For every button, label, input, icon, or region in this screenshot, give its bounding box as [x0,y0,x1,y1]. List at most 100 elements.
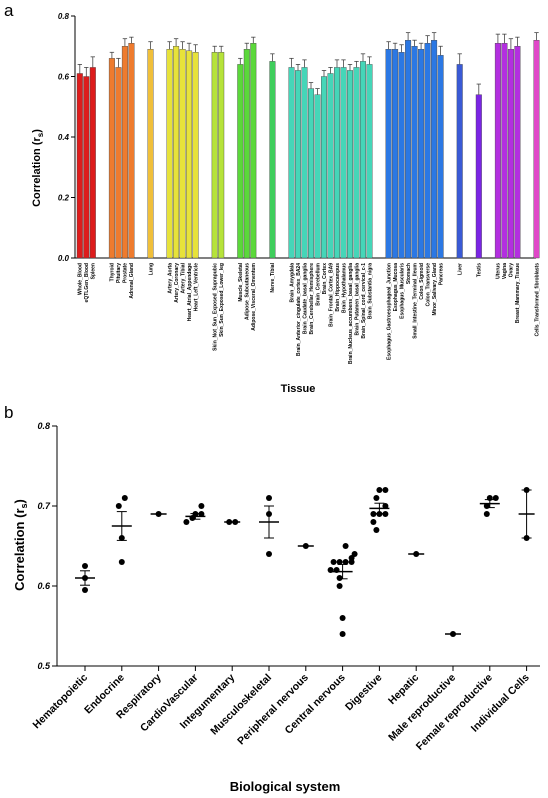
tick-label-Brain_Hypothalamus: Brain_Hypothalamus [341,263,347,313]
panel-b-ylabel: Correlation (rs) [12,499,29,591]
bar-Brain_Hypothalamus [340,67,347,259]
tick-label-Liver: Liver [458,263,464,275]
panel-b-y-tick-label: 0.8 [37,421,50,431]
bar-Brain_Caudate_basal_ganglia [301,67,308,259]
bar-Brain_Anterior_cingulate_cortex_BA24 [295,70,302,259]
panel-a: a Correlation (rs) Tissue 0.0 0.2 0.4 0.6 0.… [4,1,541,395]
data-point [266,551,272,557]
bar-Brain_Cerebellar_Hemisphere [308,88,315,259]
panel-a-xlabel: Tissue [281,383,316,395]
panel-a-x-labels: Whole_Blood eQTLGen_Blood Spleen Thyroid Pit… [78,262,541,364]
tick-label-Vagina: Vagina [502,263,508,279]
tick-label-Brain_Cerebellar_Hemisphere: Brain_Cerebellar_Hemisphere [309,263,315,335]
data-point [336,583,343,589]
panel-b: b Correlation (rs) Biological system 0.5… [4,403,540,794]
data-point [351,551,358,557]
tick-label-Skin_Sun_Exposed_Lower_leg: Skin_Sun_Exposed_Lower_leg [219,263,225,337]
bar-Prostate [121,46,128,259]
bar-Adipose_Subcutaneous [243,49,250,259]
bar-Pituitary [115,67,122,259]
data-point [336,575,343,581]
tick-label-Testis: Testis [477,263,483,277]
panel-b-y-tick-label: 0.7 [37,501,51,511]
tick-label-Whole_Blood: Whole_Blood [78,263,84,295]
data-point [373,527,380,533]
category-label-Peripheral nervous: Peripheral nervous [235,672,311,748]
tick-label-Artery_Aorta: Artery_Aorta [167,263,173,294]
tick-label-Spleen: Spleen [91,263,97,279]
bar-Brain_Hippocampus [334,67,341,259]
bar-Colon_Sigmoid [418,49,425,259]
tick-label-Esophagus_Mucosa: Esophagus_Mucosa [393,263,399,312]
bar-eQTLGen_Blood [83,76,90,259]
data-point [327,567,334,573]
tick-label-Esophagus_Muscularis: Esophagus_Muscularis [399,263,405,319]
bar-Whole_Blood [76,73,83,259]
bar-Artery_Coronary [173,46,180,259]
data-point [336,559,343,565]
tick-label-Breast_Mammary_Tissue: Breast_Mammary_Tissue [515,263,521,323]
bar-Adipose_Visceral_Omentum [250,43,257,259]
data-point [370,511,377,517]
panel-b-ylabel-main: Correlation (r [12,509,27,591]
tick-label-Ovary: Ovary [509,263,515,277]
panel-a-label: a [4,1,14,20]
bar-Lung [147,49,154,259]
tick-label-Brain_Nucleus_accumbens_basal_ganglia: Brain_Nucleus_accumbens_basal_ganglia [348,263,354,364]
bar-Thyroid [108,58,115,259]
bar-Muscle_Skeletal [237,64,244,259]
bar-Brain_Putamen_basal_ganglia [353,67,360,259]
bar-Artery_Aorta [166,49,173,259]
category-label-Hepatic: Hepatic [386,672,421,707]
data-point [370,519,377,525]
bar-Colon_Transverse [424,43,431,259]
panel-b-x-labels: HematopoieticEndocrineRespiratoryCardioV… [30,672,531,753]
tick-label-Pituitary: Pituitary [116,263,122,283]
data-point [382,487,389,493]
bar-Small_Intestine_Terminal_Ileum [411,46,418,259]
bar-Ovary [507,49,514,259]
data-point [382,503,389,509]
tick-label-Brain_Putamen_basal_ganglia: Brain_Putamen_basal_ganglia [354,263,360,336]
tick-label-Nerve_Tibial: Nerve_Tibial [270,262,276,292]
data-point [266,495,272,501]
bar-Uterus [494,43,501,259]
data-point [339,615,346,621]
tick-label-Prostate: Prostate [123,263,129,283]
bar-Brain_Cortex [321,76,328,259]
panel-b-points [75,487,535,637]
bar-Heart_Atrial_Appendage [186,50,193,259]
panel-a-y-tick-label: 0.8 [58,12,70,21]
panel-a-y-tick-label: 0.6 [58,73,70,82]
panel-a-bars [76,32,540,259]
data-point [382,511,389,517]
tick-label-Thyroid: Thyroid [110,263,116,281]
bar-Breast_Mammary_Tissue [514,46,521,259]
panel-a-ylabel: Correlation (rs) [31,129,45,207]
bar-Heart_Left_Ventricle [192,52,199,259]
data-point [483,511,490,517]
tick-label-Adrenal_Gland: Adrenal_Gland [129,263,135,299]
bar-Skin_Sun_Exposed_Lower_leg [218,52,225,259]
panel-a-ylabel-sub: s [36,132,45,137]
panel-b-axes: 0.5 0.6 0.7 0.8 [37,421,540,671]
bar-Cells_Transformed_fibroblasts [533,40,540,259]
tick-label-Brain_Anterior_cingulate_cortex_BA24: Brain_Anterior_cingulate_cortex_BA24 [296,263,302,356]
data-point [342,559,349,565]
data-point [118,559,125,565]
tick-label-Uterus: Uterus [496,263,502,279]
bar-Esophagus_Mucosa [392,49,399,259]
panel-b-ylabel-close: ) [12,499,27,503]
panel-b-xlabel: Biological system [230,779,341,794]
bar-Spleen [89,67,96,259]
tick-label-Brain_Hippocampus: Brain_Hippocampus [335,263,341,312]
bar-Brain_Substantia_nigra [366,64,373,259]
data-point [82,587,88,593]
tick-label-Cells_Transformed_fibroblasts: Cells_Transformed_fibroblasts [534,263,540,337]
panel-b-ylabel-sub: s [19,503,29,508]
tick-label-Pancreas: Pancreas [438,263,444,285]
bar-Stomach [405,40,412,259]
panel-a-y-tick-label: 0.0 [58,254,70,263]
tick-label-eQTLGen_Blood: eQTLGen_Blood [84,263,90,302]
tick-label-Lung: Lung [148,263,154,275]
